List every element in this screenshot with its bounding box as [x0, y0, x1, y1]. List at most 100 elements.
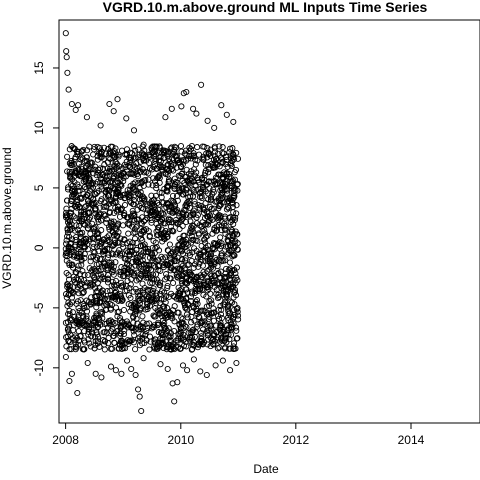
- data-point: [87, 166, 94, 173]
- data-point: [181, 302, 188, 309]
- data-point: [132, 285, 139, 292]
- data-point: [154, 174, 161, 182]
- y-tick-label: -5: [32, 302, 46, 313]
- data-point: [188, 175, 196, 182]
- data-point: [98, 239, 105, 246]
- data-point: [135, 146, 142, 153]
- data-point: [121, 265, 128, 272]
- data-point: [224, 204, 231, 211]
- data-point: [95, 169, 102, 176]
- data-point: [103, 204, 110, 211]
- data-point: [142, 176, 149, 184]
- data-point: [116, 213, 124, 220]
- data-point: [72, 336, 79, 344]
- data-point: [80, 191, 87, 198]
- data-point: [221, 345, 229, 352]
- data-point: [101, 246, 109, 254]
- data-point: [207, 250, 215, 257]
- data-point: [152, 304, 159, 312]
- data-point: [98, 183, 105, 190]
- data-point: [105, 146, 112, 153]
- data-point: [129, 207, 136, 214]
- data-point: [234, 277, 241, 284]
- data-point: [164, 152, 171, 159]
- data-point: [110, 332, 117, 340]
- data-point: [66, 346, 73, 353]
- data-point: [200, 186, 207, 193]
- data-point: [228, 267, 236, 274]
- data-point: [174, 220, 181, 228]
- data-point: [151, 322, 158, 329]
- data-point: [163, 346, 170, 353]
- data-point: [143, 168, 150, 176]
- data-point: [63, 343, 70, 350]
- data-point: [112, 304, 120, 311]
- data-point: [141, 241, 148, 248]
- data-point: [107, 287, 114, 295]
- data-point: [106, 209, 113, 216]
- data-point: [217, 234, 224, 241]
- data-point: [233, 327, 240, 334]
- data-point: [182, 304, 189, 311]
- data-point: [156, 262, 163, 269]
- data-point: [195, 280, 202, 288]
- data-point: [175, 290, 182, 297]
- data-point: [200, 155, 207, 162]
- data-point: [213, 214, 221, 221]
- data-point: [64, 186, 72, 193]
- data-point: [229, 178, 236, 185]
- data-point: [101, 144, 108, 151]
- data-point: [88, 159, 95, 166]
- data-point: [125, 230, 132, 237]
- data-point: [141, 147, 148, 154]
- data-point: [75, 304, 82, 312]
- data-point: [168, 346, 175, 353]
- data-point: [77, 254, 84, 261]
- data-point: [64, 253, 71, 260]
- data-point: [139, 193, 146, 200]
- data-point: [183, 173, 190, 180]
- data-point: [144, 272, 151, 279]
- data-point: [98, 227, 105, 234]
- data-point: [99, 165, 107, 172]
- data-point: [127, 156, 134, 164]
- data-point: [100, 203, 107, 210]
- data-point: [64, 168, 71, 175]
- data-point: [126, 322, 133, 329]
- data-point: [231, 252, 238, 259]
- data-point: [96, 243, 104, 250]
- data-point: [153, 143, 160, 150]
- data-point: [224, 163, 231, 170]
- data-point: [72, 269, 79, 276]
- data-point: [211, 145, 218, 152]
- data-point: [135, 297, 142, 304]
- data-point: [92, 180, 99, 187]
- data-point: [221, 220, 228, 227]
- data-point: [108, 198, 115, 205]
- data-point: [80, 300, 87, 307]
- data-point: [228, 323, 235, 331]
- data-point: [124, 187, 131, 194]
- data-point: [180, 158, 187, 165]
- data-point: [167, 259, 175, 266]
- data-point: [124, 320, 131, 327]
- data-point: [104, 159, 111, 166]
- data-point: [230, 209, 237, 216]
- data-point: [180, 337, 187, 344]
- data-point: [169, 155, 176, 162]
- data-point: [179, 315, 186, 323]
- x-tick-label: 2012: [282, 433, 309, 447]
- data-point: [195, 287, 202, 294]
- data-point: [111, 148, 118, 155]
- data-point: [136, 393, 143, 400]
- data-point: [74, 283, 81, 291]
- data-point: [72, 341, 79, 348]
- data-point: [156, 174, 163, 182]
- data-points: [62, 30, 242, 415]
- data-point: [200, 247, 207, 254]
- data-point: [104, 266, 111, 273]
- data-point: [208, 205, 215, 212]
- data-point: [202, 230, 209, 237]
- data-point: [171, 327, 178, 335]
